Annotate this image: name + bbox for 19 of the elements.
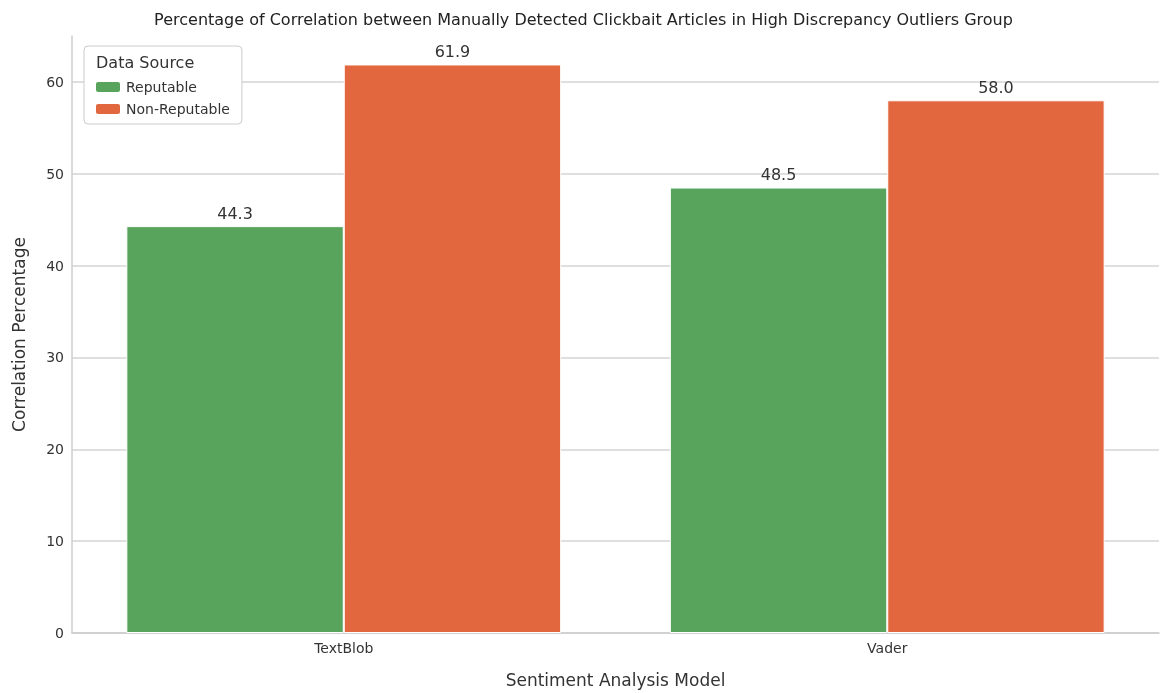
y-tick-label: 20: [46, 441, 64, 458]
y-tick-label: 30: [46, 349, 64, 366]
y-tick-label: 40: [46, 257, 64, 274]
data-label: 58.0: [978, 77, 1014, 97]
x-tick-label: TextBlob: [313, 640, 374, 656]
data-label: 44.3: [217, 203, 253, 223]
y-tick-label: 50: [46, 165, 64, 182]
y-tick-label: 60: [46, 73, 64, 90]
y-axis-title: Correlation Percentage: [8, 237, 29, 432]
chart-title: Percentage of Correlation between Manually Detected Clickbait Articles in High Discrepancy Outliers Group: [154, 9, 1013, 29]
data-label: 48.5: [760, 165, 797, 185]
data-label: 61.9: [434, 41, 471, 61]
legend-label: Reputable: [126, 79, 197, 95]
x-axis-title: Sentiment Analysis Model: [505, 669, 726, 690]
x-tick-label: Vader: [867, 640, 908, 656]
legend-label: Non-Reputable: [126, 101, 230, 117]
y-tick-label: 0: [55, 625, 64, 641]
y-tick-label: 10: [46, 533, 64, 550]
legend-title: Data Source: [96, 52, 195, 72]
